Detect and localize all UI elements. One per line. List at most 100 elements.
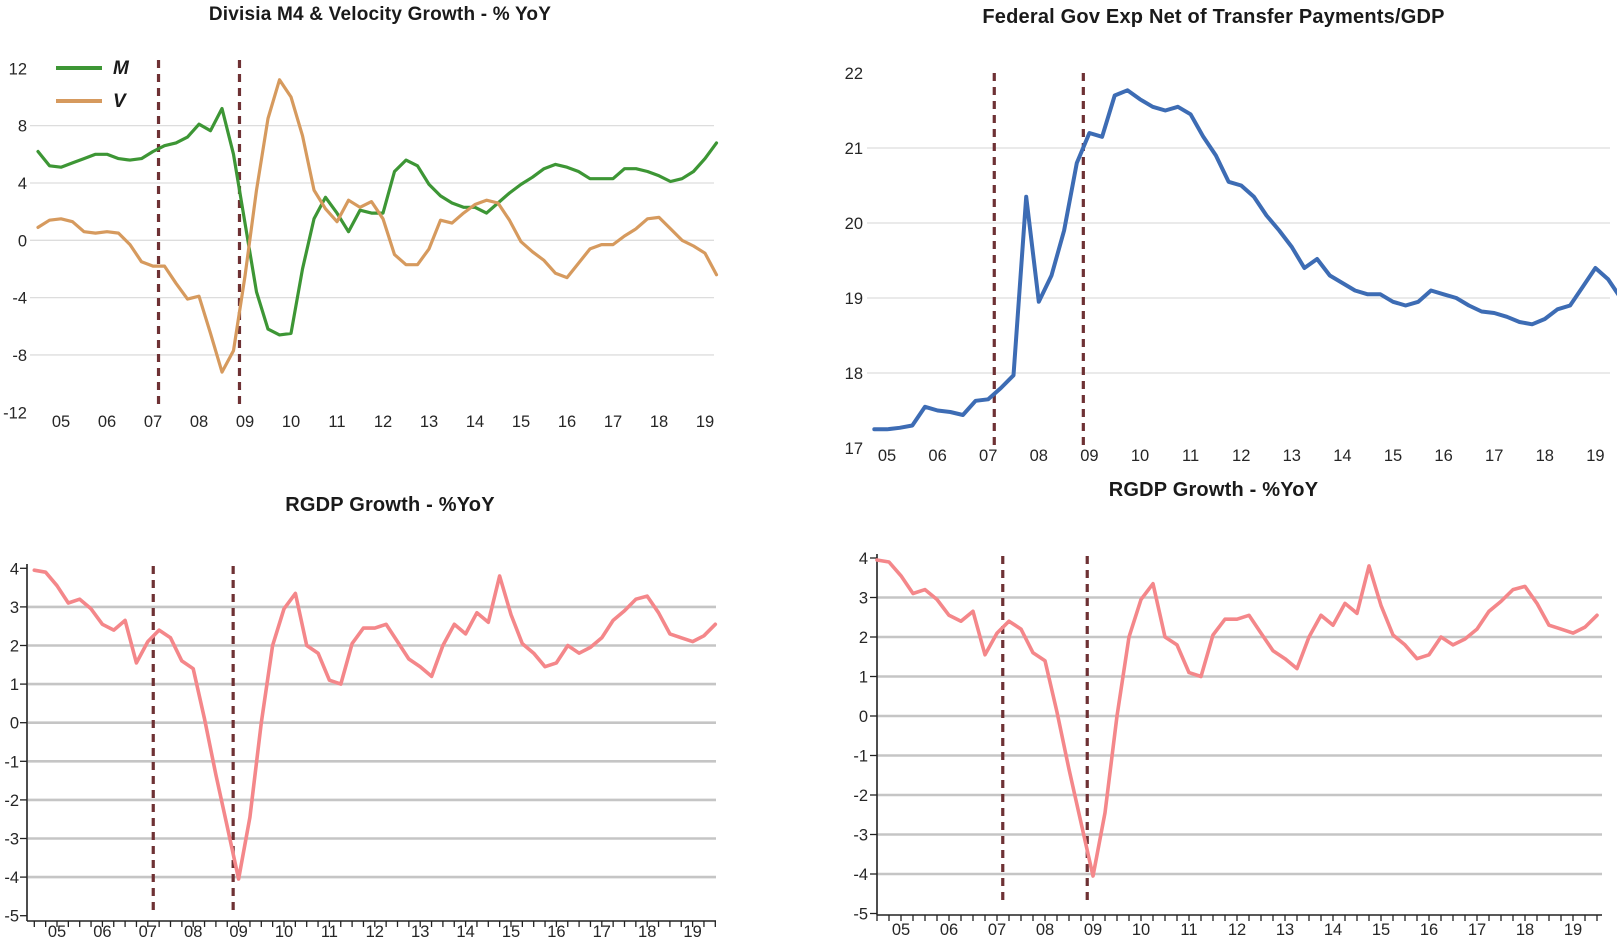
svg-text:19: 19 (696, 413, 714, 431)
svg-text:10: 10 (282, 413, 300, 431)
svg-text:14: 14 (466, 413, 484, 431)
svg-text:05: 05 (892, 921, 910, 939)
fedgov-chart-title: Federal Gov Exp Net of Transfer Payments… (982, 6, 1445, 28)
svg-text:13: 13 (1276, 921, 1294, 939)
svg-text:8: 8 (18, 118, 27, 136)
svg-text:06: 06 (940, 921, 958, 939)
svg-text:17: 17 (593, 923, 611, 941)
svg-text:19: 19 (845, 290, 863, 308)
chart-divisia-m4-velocity: Divisia M4 & Velocity Growth - % YoY M V… (0, 0, 760, 450)
fedgov-series-federal-gov-exp-net-of-transfer-payments-gdp-line (872, 88, 1617, 432)
svg-text:09: 09 (1080, 447, 1098, 465)
svg-text:-8: -8 (12, 347, 27, 365)
svg-text:08: 08 (1036, 921, 1054, 939)
divisia-series-m-line (36, 106, 719, 337)
v-line-swatch (56, 99, 102, 103)
svg-text:08: 08 (1030, 447, 1048, 465)
rgdp-right-axes (870, 554, 1602, 921)
svg-text:06: 06 (928, 447, 946, 465)
divisia-y-tick-labels: 12 8 4 0 -4 -8 -12 (3, 60, 27, 422)
svg-text:16: 16 (558, 413, 576, 431)
svg-text:09: 09 (236, 413, 254, 431)
svg-text:13: 13 (411, 923, 429, 941)
svg-text:2: 2 (859, 629, 868, 647)
svg-text:19: 19 (683, 923, 701, 941)
divisia-x-tick-labels: 05 06 07 08 09 10 11 12 13 14 15 16 17 18 19 (52, 413, 714, 431)
m-legend-label: M (113, 57, 129, 79)
divisia-chart-title: Divisia M4 & Velocity Growth - % YoY (208, 4, 552, 25)
svg-text:-2: -2 (853, 787, 868, 805)
fedgov-y-tick-labels: 22 21 20 19 18 17 (845, 65, 863, 458)
svg-text:3: 3 (859, 590, 868, 608)
svg-text:18: 18 (1536, 447, 1554, 465)
svg-text:12: 12 (9, 60, 27, 78)
svg-text:14: 14 (456, 923, 474, 941)
svg-text:10: 10 (275, 923, 293, 941)
svg-text:18: 18 (650, 413, 668, 431)
svg-text:12: 12 (366, 923, 384, 941)
svg-text:17: 17 (845, 440, 863, 458)
svg-text:15: 15 (512, 413, 530, 431)
rgdp-right-chart-title: RGDP Growth - %YoY (1108, 479, 1319, 501)
svg-text:13: 13 (420, 413, 438, 431)
svg-text:08: 08 (190, 413, 208, 431)
svg-text:12: 12 (374, 413, 392, 431)
svg-text:09: 09 (1084, 921, 1102, 939)
svg-text:16: 16 (1420, 921, 1438, 939)
svg-text:12: 12 (1228, 921, 1246, 939)
svg-text:-1: -1 (4, 753, 19, 771)
svg-text:15: 15 (1384, 447, 1402, 465)
svg-text:09: 09 (229, 923, 247, 941)
svg-text:2: 2 (10, 638, 19, 656)
rgdp-left-axes (20, 564, 716, 927)
rgdp-left-y-tick-labels: 4 3 2 1 0 -1 -2 -3 -4 -5 (4, 560, 19, 925)
svg-text:-4: -4 (4, 869, 19, 887)
fedgov-plot-canvas: 22 21 20 19 18 17 05 06 07 08 09 10 11 12 13 14 15 16 17 18… (845, 65, 1617, 465)
svg-text:15: 15 (1372, 921, 1390, 939)
divisia-legend: M V (56, 58, 129, 124)
svg-text:21: 21 (845, 140, 863, 158)
svg-text:4: 4 (10, 560, 19, 578)
legend-item-m: M (56, 58, 129, 78)
rgdp-right-x-tick-labels: 05 06 07 08 09 10 11 12 13 14 15 16 17 18 19 (892, 921, 1582, 939)
svg-text:14: 14 (1324, 921, 1342, 939)
rgdp-right-recession-markers (1001, 556, 1089, 906)
divisia-recession-markers (156, 60, 242, 408)
fedgov-gridlines (867, 147, 1610, 374)
divisia-plot-canvas: 12 8 4 0 -4 -8 -12 05 06 07 08 09 10 11 12 13 14 15 16 17 18… (3, 60, 719, 431)
svg-text:05: 05 (52, 413, 70, 431)
svg-text:22: 22 (845, 65, 863, 83)
svg-text:1: 1 (10, 676, 19, 694)
svg-text:11: 11 (1180, 921, 1197, 939)
svg-text:19: 19 (1586, 447, 1604, 465)
svg-text:17: 17 (1468, 921, 1486, 939)
svg-text:18: 18 (845, 365, 863, 383)
divisia-series-v-line (36, 78, 719, 374)
rgdp-left-gridlines (28, 605, 716, 879)
svg-text:3: 3 (10, 599, 19, 617)
svg-text:10: 10 (1132, 921, 1150, 939)
svg-text:11: 11 (328, 413, 345, 431)
svg-text:-5: -5 (853, 906, 868, 924)
legend-item-v: V (56, 91, 129, 111)
svg-text:20: 20 (845, 215, 863, 233)
svg-text:-3: -3 (853, 827, 868, 845)
svg-text:05: 05 (48, 923, 66, 941)
svg-text:13: 13 (1283, 447, 1301, 465)
rgdp-left-x-tick-labels: 05 06 07 08 09 10 11 12 13 14 15 16 17 18 19 (48, 923, 702, 941)
rgdp-right-gridlines (877, 596, 1602, 876)
svg-text:16: 16 (547, 923, 565, 941)
rgdp-left-recession-markers (151, 566, 235, 910)
rgdp-left-series-rgdp-growth-line (32, 568, 718, 881)
svg-text:-5: -5 (4, 908, 19, 926)
svg-text:1: 1 (859, 669, 868, 687)
svg-text:05: 05 (878, 447, 896, 465)
fedgov-recession-markers (992, 73, 1085, 448)
m-line-swatch (56, 66, 102, 70)
svg-text:-2: -2 (4, 792, 19, 810)
svg-text:17: 17 (1485, 447, 1503, 465)
divisia-gridlines (30, 125, 714, 356)
